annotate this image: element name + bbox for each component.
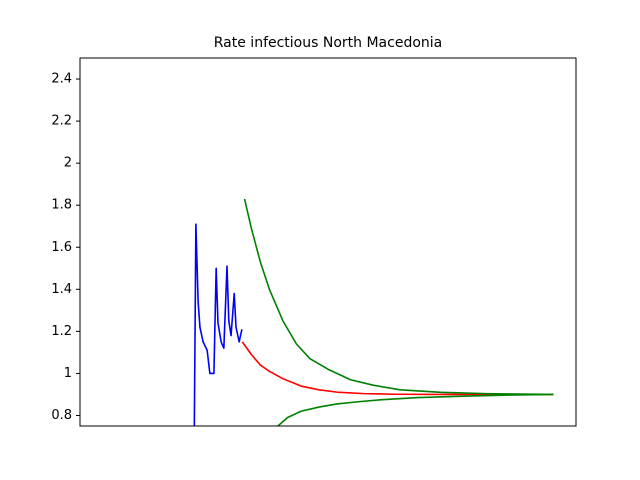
y-tick-label: 2.4 [51, 72, 72, 87]
axes-frame [79, 57, 577, 427]
series-line [193, 223, 243, 426]
series-line [276, 393, 554, 426]
plot-area [193, 198, 554, 426]
y-tick-label: 1.6 [51, 240, 72, 255]
y-tick-label: 2.2 [51, 114, 72, 129]
y-tick-label: 2 [64, 156, 72, 171]
chart-title: Rate infectious North Macedonia [214, 35, 442, 51]
y-tick-label: 1.4 [51, 282, 72, 297]
y-tick-label: 1.8 [51, 198, 72, 213]
series-line [243, 198, 554, 396]
y-tick-label: 1 [64, 366, 72, 381]
y-tick-label: 1.2 [51, 324, 72, 339]
series-line [241, 341, 554, 396]
y-tick-label: 0.8 [51, 408, 72, 423]
